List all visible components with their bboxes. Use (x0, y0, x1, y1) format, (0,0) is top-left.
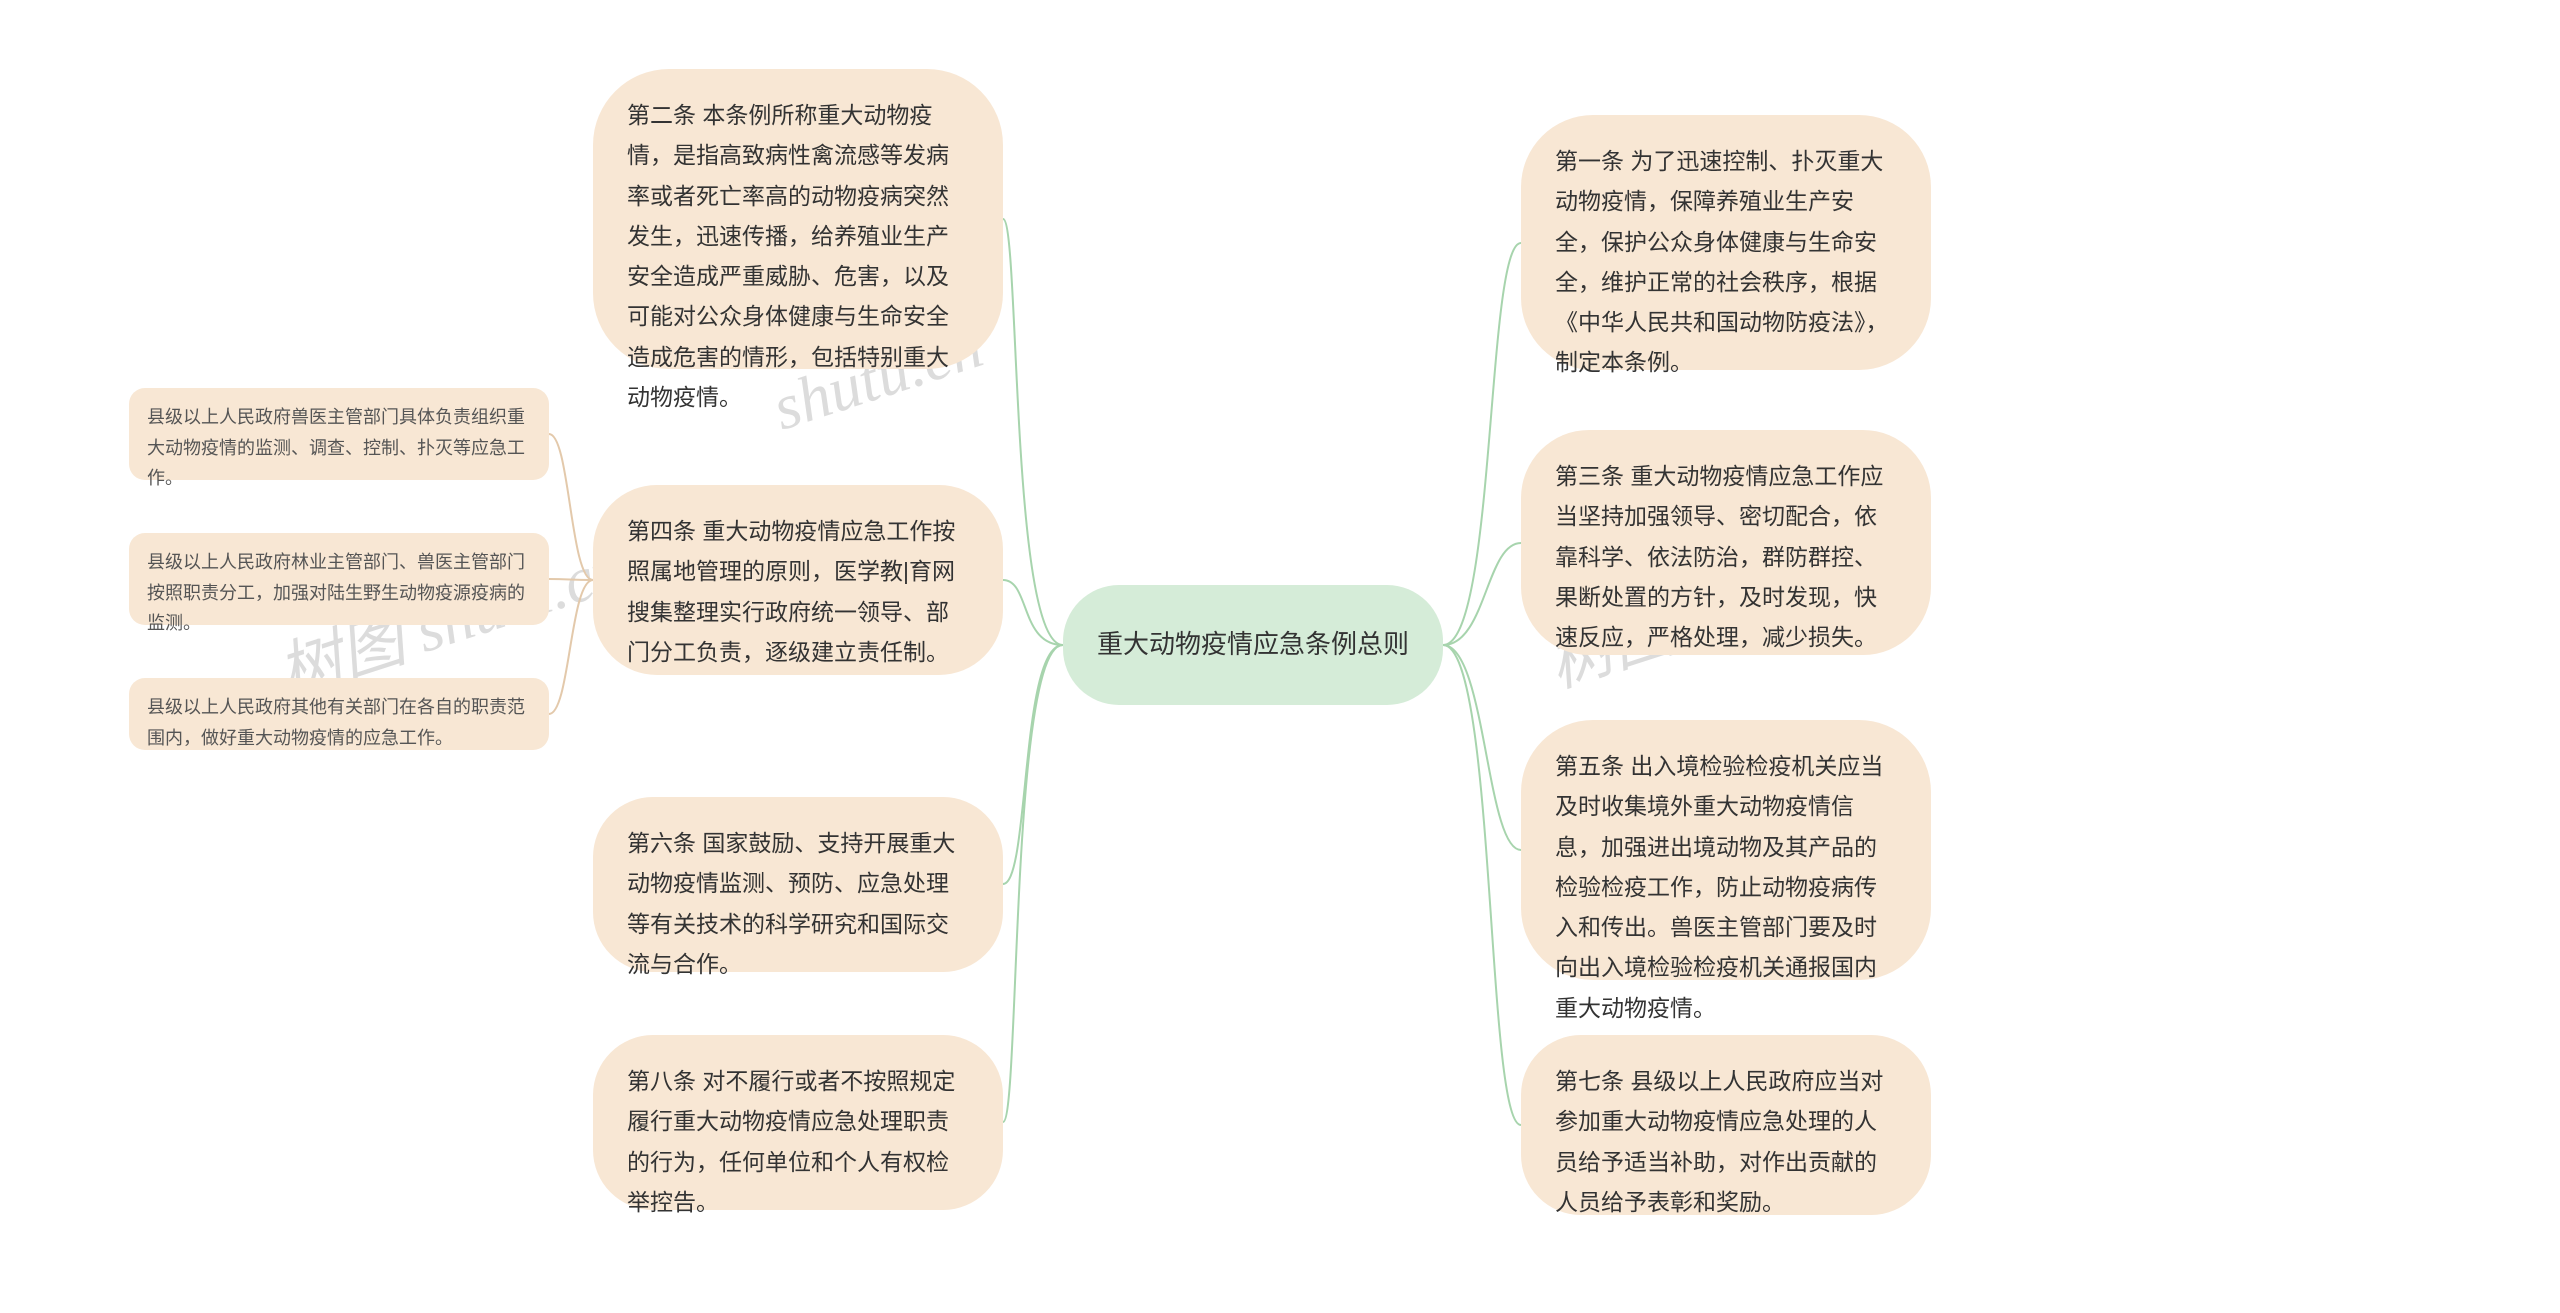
sub-node[interactable]: 县级以上人民政府其他有关部门在各自的职责范围内，做好重大动物疫情的应急工作。 (129, 678, 549, 750)
branch-text: 第一条 为了迅速控制、扑灭重大动物疫情，保障养殖业生产安全，保护公众身体健康与生… (1555, 148, 1889, 375)
branch-article-8[interactable]: 第八条 对不履行或者不按照规定履行重大动物疫情应急处理职责的行为，任何单位和个人… (593, 1035, 1003, 1210)
branch-text: 第七条 县级以上人民政府应当对参加重大动物疫情应急处理的人员给予适当补助，对作出… (1555, 1068, 1883, 1215)
branch-article-1[interactable]: 第一条 为了迅速控制、扑灭重大动物疫情，保障养殖业生产安全，保护公众身体健康与生… (1521, 115, 1931, 370)
branch-text: 第四条 重大动物疫情应急工作按照属地管理的原则，医学教|育网搜集整理实行政府统一… (627, 518, 955, 665)
branch-text: 第五条 出入境检验检疫机关应当及时收集境外重大动物疫情信息，加强进出境动物及其产… (1555, 753, 1883, 1021)
branch-text: 第六条 国家鼓励、支持开展重大动物疫情监测、预防、应急处理等有关技术的科学研究和… (627, 830, 955, 977)
branch-text: 第二条 本条例所称重大动物疫情，是指高致病性禽流感等发病率或者死亡率高的动物疫病… (627, 102, 949, 410)
mindmap-canvas: 树图 shutu.cn shutu.cn 树图 shutu.cn 重大动物疫情应… (0, 0, 2560, 1313)
center-node[interactable]: 重大动物疫情应急条例总则 (1063, 585, 1443, 705)
sub-text: 县级以上人民政府其他有关部门在各自的职责范围内，做好重大动物疫情的应急工作。 (147, 697, 525, 748)
sub-text: 县级以上人民政府林业主管部门、兽医主管部门按照职责分工，加强对陆生野生动物疫源疫… (147, 552, 525, 633)
sub-node[interactable]: 县级以上人民政府林业主管部门、兽医主管部门按照职责分工，加强对陆生野生动物疫源疫… (129, 533, 549, 625)
branch-article-3[interactable]: 第三条 重大动物疫情应急工作应当坚持加强领导、密切配合，依靠科学、依法防治，群防… (1521, 430, 1931, 655)
branch-text: 第八条 对不履行或者不按照规定履行重大动物疫情应急处理职责的行为，任何单位和个人… (627, 1068, 955, 1215)
center-text: 重大动物疫情应急条例总则 (1097, 624, 1409, 666)
branch-article-7[interactable]: 第七条 县级以上人民政府应当对参加重大动物疫情应急处理的人员给予适当补助，对作出… (1521, 1035, 1931, 1215)
sub-text: 县级以上人民政府兽医主管部门具体负责组织重大动物疫情的监测、调查、控制、扑灭等应… (147, 407, 525, 488)
branch-text: 第三条 重大动物疫情应急工作应当坚持加强领导、密切配合，依靠科学、依法防治，群防… (1555, 463, 1883, 650)
branch-article-2[interactable]: 第二条 本条例所称重大动物疫情，是指高致病性禽流感等发病率或者死亡率高的动物疫病… (593, 69, 1003, 369)
sub-node[interactable]: 县级以上人民政府兽医主管部门具体负责组织重大动物疫情的监测、调查、控制、扑灭等应… (129, 388, 549, 480)
branch-article-6[interactable]: 第六条 国家鼓励、支持开展重大动物疫情监测、预防、应急处理等有关技术的科学研究和… (593, 797, 1003, 972)
branch-article-4[interactable]: 第四条 重大动物疫情应急工作按照属地管理的原则，医学教|育网搜集整理实行政府统一… (593, 485, 1003, 675)
branch-article-5[interactable]: 第五条 出入境检验检疫机关应当及时收集境外重大动物疫情信息，加强进出境动物及其产… (1521, 720, 1931, 980)
